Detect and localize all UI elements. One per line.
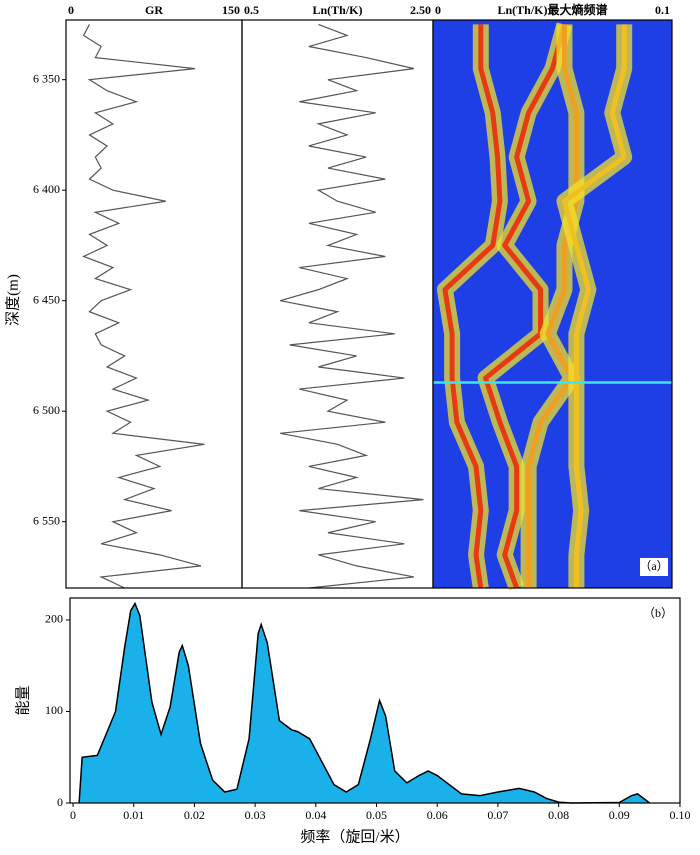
y-tick-label: 200 bbox=[45, 612, 63, 626]
annotation: （b） bbox=[643, 606, 673, 620]
x-tick-label: 0.06 bbox=[427, 808, 448, 822]
area-outline bbox=[78, 601, 651, 804]
x-tick-label: 0 bbox=[68, 3, 74, 17]
x-tick-label: 0 bbox=[70, 808, 76, 822]
x-tick-label: 0.09 bbox=[609, 808, 630, 822]
x-tick-label: 0.05 bbox=[366, 808, 387, 822]
ridge-core bbox=[561, 24, 627, 588]
annotation-box bbox=[640, 558, 668, 576]
panel-title: Ln(Th/K) bbox=[312, 3, 362, 17]
x-tick-label: 0.03 bbox=[245, 808, 266, 822]
x-tick-label: 0.08 bbox=[548, 808, 569, 822]
annotation: （a） bbox=[639, 559, 668, 573]
y-tick-label: 6 450 bbox=[33, 292, 60, 306]
y-tick-label: 6 550 bbox=[33, 513, 60, 527]
panel-frame bbox=[69, 597, 681, 804]
x-tick-label: 0.01 bbox=[123, 808, 144, 822]
y-axis-label: 深度(m) bbox=[4, 274, 21, 326]
panel-frame bbox=[65, 19, 243, 589]
x-tick-label: 0.07 bbox=[487, 808, 508, 822]
x-tick-label: 150 bbox=[222, 3, 240, 17]
y-tick-label: 6 400 bbox=[33, 182, 60, 196]
ridge-core bbox=[483, 23, 567, 589]
x-tick-label: 2.50 bbox=[410, 3, 431, 17]
y-tick-label: 6 500 bbox=[33, 403, 60, 417]
area-fill bbox=[79, 603, 650, 803]
ridge-core bbox=[526, 24, 579, 588]
x-tick-label: 0 bbox=[435, 3, 441, 17]
log-curve bbox=[280, 23, 424, 589]
y-tick-label: 0 bbox=[57, 795, 63, 809]
x-tick-label: 0.02 bbox=[184, 808, 205, 822]
x-tick-label: 0.04 bbox=[305, 808, 326, 822]
panel-title: GR bbox=[145, 3, 163, 17]
y-tick-label: 100 bbox=[45, 703, 63, 717]
y-tick-label: 6 350 bbox=[33, 71, 60, 85]
x-tick-label: 0.10 bbox=[670, 808, 691, 822]
x-tick-label: 0.1 bbox=[655, 3, 670, 17]
panel-title: Ln(Th/K)最大熵频谱 bbox=[497, 2, 607, 17]
panel-frame bbox=[432, 19, 673, 589]
log-curve bbox=[82, 24, 205, 589]
y-axis-label: 能量 bbox=[14, 685, 31, 715]
ridge-core bbox=[442, 24, 503, 589]
x-tick-label: 0.5 bbox=[244, 3, 259, 17]
x-axis-label: 频率（旋回/米） bbox=[300, 828, 409, 845]
panel-frame bbox=[241, 19, 434, 589]
